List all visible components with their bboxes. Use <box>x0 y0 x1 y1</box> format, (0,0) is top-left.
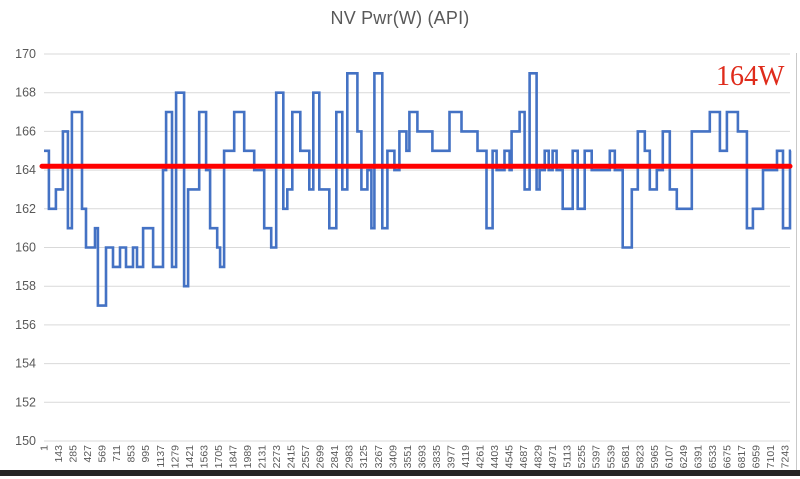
y-tick-label: 154 <box>15 357 36 371</box>
window-bottom-edge <box>0 470 800 476</box>
x-tick-label: 3835 <box>431 445 443 469</box>
x-tick-label: 6959 <box>751 445 763 469</box>
x-tick-label: 4403 <box>489 445 501 469</box>
x-tick-label: 5113 <box>562 445 574 468</box>
x-tick-label: 6249 <box>678 445 690 469</box>
x-tick-label: 4545 <box>504 445 516 469</box>
x-tick-label: 853 <box>126 445 138 463</box>
x-tick-label: 2415 <box>286 445 298 469</box>
x-tick-label: 7243 <box>780 445 792 469</box>
x-tick-label: 5539 <box>605 445 617 469</box>
x-tick-label: 5255 <box>576 445 588 469</box>
x-tick-label: 4119 <box>460 445 472 468</box>
target-value-label: 164W <box>716 61 785 92</box>
x-tick-label: 1989 <box>242 445 254 469</box>
x-tick-label: 3693 <box>416 445 428 469</box>
x-tick-label: 4971 <box>547 445 559 469</box>
x-tick-label: 2841 <box>329 445 341 469</box>
y-tick-label: 160 <box>15 241 36 255</box>
x-tick-label: 3551 <box>402 445 414 469</box>
y-axis-labels: 150 152 154 156 158 160 162 164 166 168 170 <box>15 47 36 448</box>
x-tick-label: 3977 <box>445 445 457 469</box>
x-tick-label: 5823 <box>634 445 646 469</box>
x-tick-label: 995 <box>140 445 152 463</box>
x-tick-label: 2699 <box>315 445 327 469</box>
x-tick-label: 1705 <box>213 445 225 469</box>
x-tick-label: 1847 <box>227 445 239 469</box>
x-tick-label: 4261 <box>474 445 486 469</box>
x-tick-label: 1279 <box>169 445 181 469</box>
x-tick-label: 1 <box>39 445 51 451</box>
x-tick-label: 2273 <box>271 445 283 469</box>
x-tick-label: 6391 <box>692 445 704 469</box>
x-tick-label: 2131 <box>256 445 268 469</box>
x-tick-label: 3125 <box>358 445 370 469</box>
y-tick-label: 150 <box>15 434 36 448</box>
x-tick-label: 6107 <box>663 445 675 469</box>
y-tick-label: 168 <box>15 86 36 100</box>
x-tick-label: 3267 <box>373 445 385 469</box>
x-tick-label: 6533 <box>707 445 719 469</box>
x-tick-label: 4829 <box>533 445 545 469</box>
x-tick-label: 1563 <box>198 445 210 469</box>
x-tick-label: 143 <box>53 445 65 463</box>
y-tick-label: 166 <box>15 124 36 138</box>
x-tick-label: 2983 <box>344 445 356 469</box>
x-tick-label: 5965 <box>649 445 661 469</box>
x-tick-label: 6817 <box>736 445 748 469</box>
x-tick-label: 285 <box>68 445 80 463</box>
y-tick-label: 164 <box>15 163 36 177</box>
x-tick-label: 6675 <box>722 445 734 469</box>
x-tick-label: 711 <box>111 445 123 462</box>
y-tick-label: 162 <box>15 202 36 216</box>
y-tick-label: 170 <box>15 47 36 61</box>
x-tick-label: 5397 <box>591 445 603 469</box>
x-tick-label: 3409 <box>387 445 399 469</box>
window-right-edge <box>796 53 797 470</box>
x-tick-label: 1421 <box>184 445 196 469</box>
y-tick-label: 152 <box>15 395 36 409</box>
y-tick-label: 158 <box>15 279 36 293</box>
y-tick-label: 156 <box>15 318 36 332</box>
x-tick-label: 5681 <box>620 445 632 469</box>
x-axis-labels: 1 143 285 427 569 711 853 995 1137 1279 1421 1563 17… <box>39 445 792 469</box>
chart-title: NV Pwr(W) (API) <box>330 8 470 28</box>
x-tick-label: 569 <box>97 445 109 463</box>
x-tick-label: 4687 <box>518 445 530 469</box>
power-line-series <box>44 72 792 307</box>
x-tick-label: 1137 <box>155 445 167 468</box>
x-tick-label: 427 <box>82 445 94 463</box>
x-tick-label: 7101 <box>765 445 777 469</box>
x-tick-label: 2557 <box>300 445 312 469</box>
